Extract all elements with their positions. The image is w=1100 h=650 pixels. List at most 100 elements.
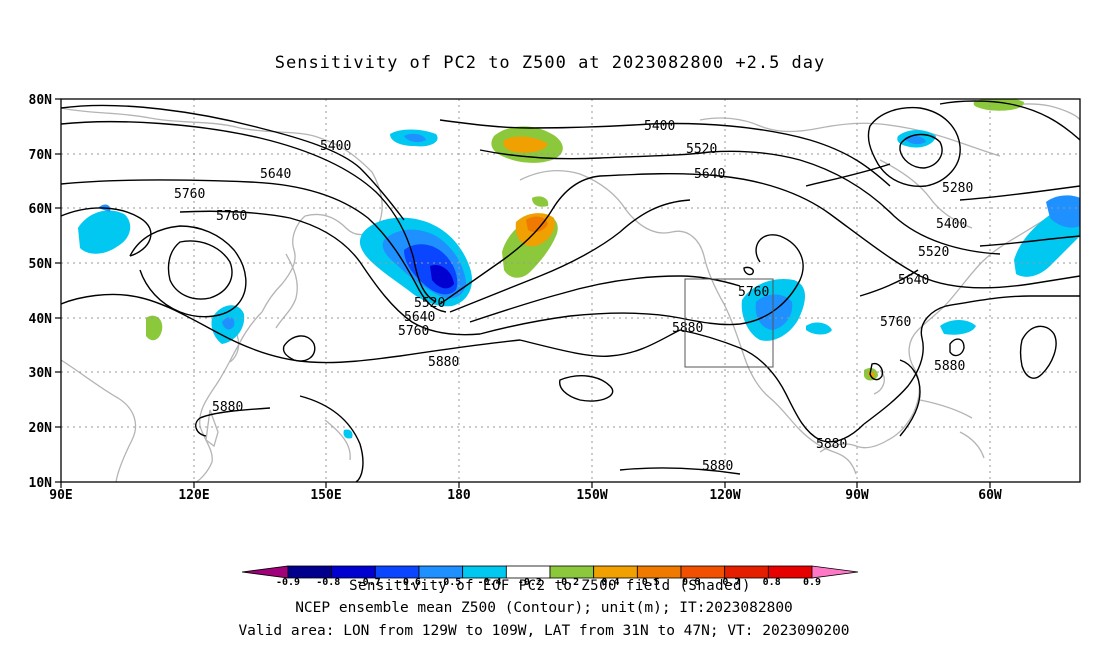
lat-label: 10N xyxy=(29,476,53,491)
shade-blob xyxy=(404,133,426,143)
colorbar-tick-label: -0.5 xyxy=(437,577,461,588)
colorbar: -0.9 -0.8 -0.7 -0.6 -0.5 -0.4 -0.2 0.2 0.4 0.5 0.6… xyxy=(241,565,859,594)
colorbar-cells xyxy=(241,565,859,579)
lon-label: 150W xyxy=(576,488,607,503)
contour-line xyxy=(979,235,1080,247)
shade-blob xyxy=(78,210,131,254)
colorbar-tick-label: -0.6 xyxy=(397,577,421,588)
contour-line xyxy=(179,210,481,336)
contour-line xyxy=(131,295,521,364)
contour-label: 5760 xyxy=(880,315,911,330)
contour-label: 5760 xyxy=(738,285,769,300)
lon-label: 60W xyxy=(978,488,1002,503)
coastlines xyxy=(61,103,1080,482)
contour-line xyxy=(949,338,965,357)
colorbar-tick-label: -0.8 xyxy=(316,577,340,588)
contour-line xyxy=(959,185,1080,201)
contour-label: 5880 xyxy=(428,355,459,370)
map-panel: 5400 5400 5520 5640 5640 5760 5760 5280 … xyxy=(29,93,1081,503)
colorbar-tick-label: 0.7 xyxy=(722,577,740,588)
contour-label: 5640 xyxy=(694,167,725,182)
contour-line xyxy=(167,240,233,300)
contour-line xyxy=(743,266,754,276)
colorbar-tick-label: 0.6 xyxy=(682,577,700,588)
footer-line-2: Valid area: LON from 129W to 109W, LAT f… xyxy=(238,623,849,639)
lat-label: 80N xyxy=(29,93,53,108)
lon-label: 120E xyxy=(178,488,209,503)
contour-line xyxy=(945,295,1080,307)
colorbar-label: Sensitivity of EOF PC2 to Z500 field (Sh… xyxy=(349,578,751,594)
contour-line xyxy=(1019,325,1057,379)
colorbar-tick-label: 0.4 xyxy=(601,577,619,588)
contour-label: 5520 xyxy=(686,142,717,157)
contour-line xyxy=(679,329,865,443)
map-frame xyxy=(60,98,1081,483)
contour-line xyxy=(195,407,271,437)
contour-line xyxy=(61,104,405,221)
contour-line xyxy=(867,106,961,187)
colorbar-tick-label: -0.7 xyxy=(357,577,381,588)
contour-label: 5880 xyxy=(702,459,733,474)
contour-label: 5640 xyxy=(260,167,291,182)
contour-line xyxy=(869,362,884,381)
colorbar-tick-label: 0.9 xyxy=(803,577,821,588)
contour-line xyxy=(129,225,247,318)
colorbar-tick-label: 0.2 xyxy=(561,577,579,588)
contour-line xyxy=(479,149,1001,255)
contour-label: 5880 xyxy=(816,437,847,452)
axis-ticks xyxy=(55,98,991,488)
lat-label: 40N xyxy=(29,312,53,327)
sensitivity-shading xyxy=(78,99,1080,439)
z500-contours xyxy=(61,100,1080,482)
contour-line xyxy=(863,305,947,425)
contour-line xyxy=(61,120,437,303)
contour-label: 5760 xyxy=(216,209,247,224)
lat-label: 70N xyxy=(29,148,53,163)
colorbar-tick-label: -0.9 xyxy=(276,577,300,588)
contour-line xyxy=(61,207,152,257)
lat-label: 60N xyxy=(29,202,53,217)
contour-label: 5400 xyxy=(320,139,351,154)
contour-line xyxy=(469,275,741,323)
lat-label: 20N xyxy=(29,421,53,436)
contour-label: 5760 xyxy=(398,324,429,339)
shade-blob xyxy=(146,315,163,341)
contour-label: 5640 xyxy=(898,273,929,288)
contour-line xyxy=(439,173,1080,305)
contour-label: 5400 xyxy=(644,119,675,134)
lon-label: 90E xyxy=(49,488,72,503)
contour-line xyxy=(559,375,614,402)
shade-blob xyxy=(904,135,926,145)
longitude-labels: 90E 120E 150E 180 150W 120W 90W 60W xyxy=(49,488,1002,503)
lat-label: 30N xyxy=(29,366,53,381)
colorbar-cell xyxy=(811,565,859,579)
contour-label: 5520 xyxy=(414,296,445,311)
contour-label: 5640 xyxy=(404,310,435,325)
valid-area-box xyxy=(684,278,774,368)
contour-line xyxy=(299,395,364,482)
contour-label: 5280 xyxy=(942,181,973,196)
shade-blob xyxy=(503,136,548,153)
footer-line-1: NCEP ensemble mean Z500 (Contour); unit(… xyxy=(295,600,793,616)
contour-line xyxy=(619,467,741,475)
contour-line xyxy=(899,133,943,169)
shade-blob xyxy=(940,320,976,335)
latitude-labels: 80N 70N 60N 50N 40N 30N 20N 10N xyxy=(29,93,53,491)
contour-line xyxy=(939,100,1080,141)
contour-line xyxy=(899,359,921,437)
map-title: Sensitivity of PC2 to Z500 at 2023082800… xyxy=(275,53,826,73)
colorbar-tick-label: -0.4 xyxy=(477,577,501,588)
shade-blob xyxy=(1046,195,1080,228)
colorbar-tick-label: -0.2 xyxy=(518,577,542,588)
contour-line xyxy=(859,269,919,297)
lon-label: 180 xyxy=(447,488,471,503)
contour-label: 5760 xyxy=(174,187,205,202)
contour-label: 5880 xyxy=(212,400,243,415)
contour-line xyxy=(479,234,804,335)
contour-label: 5880 xyxy=(934,359,965,374)
lon-label: 120W xyxy=(709,488,740,503)
shade-blob xyxy=(222,317,235,330)
colorbar-tick-label: 0.8 xyxy=(763,577,781,588)
colorbar-tick-label: 0.5 xyxy=(642,577,660,588)
